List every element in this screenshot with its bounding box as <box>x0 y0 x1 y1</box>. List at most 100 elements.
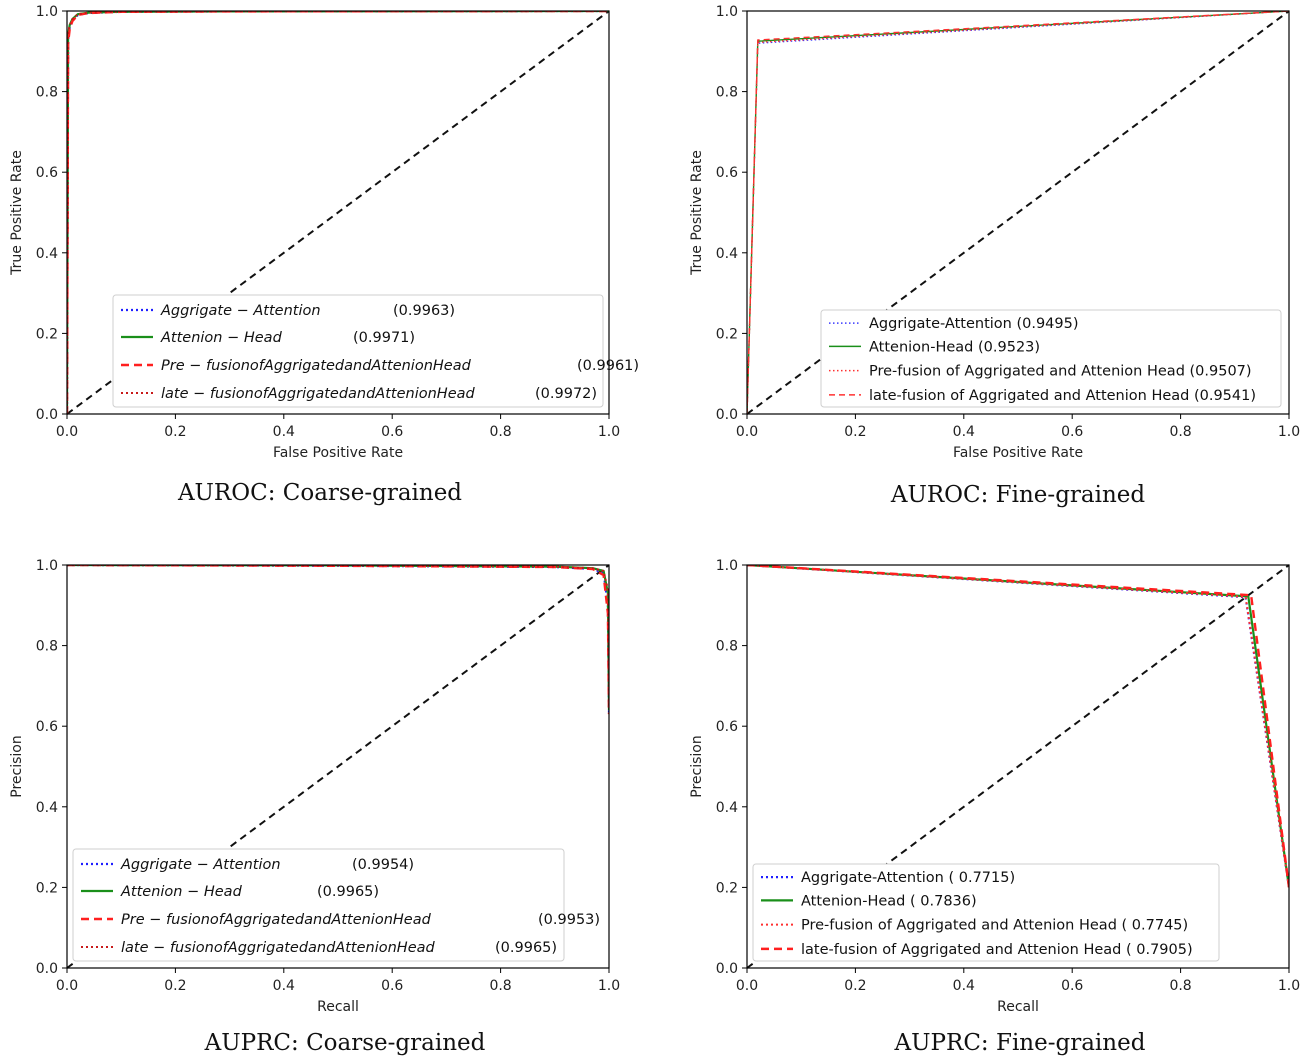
y-tick-label: 0.2 <box>716 326 738 342</box>
legend-label: late-fusion of Aggrigated and Attenion H… <box>801 942 1193 958</box>
chart-panel: 0.0 0.2 0.4 0.6 0.8 1.0 0.0 0.2 0.4 0.6 0.8 1.0 Fals… <box>9 4 639 506</box>
y-axis-label: Precision <box>9 735 25 797</box>
x-tick-label: 0.6 <box>381 978 403 994</box>
series-line-3 <box>67 565 609 715</box>
legend-label: late − fusionofAggrigatedandAttenionHead <box>161 386 476 402</box>
legend-label: Pre-fusion of Aggrigated and Attenion He… <box>869 364 1252 380</box>
legend-label: Attenion − Head <box>160 330 283 346</box>
y-tick-label: 0.0 <box>716 407 738 423</box>
axes-frame <box>746 10 1290 415</box>
chart-caption: AUPRC: Fine-grained <box>894 1030 1146 1056</box>
chart-panel: 0.0 0.2 0.4 0.6 0.8 1.0 0.0 0.2 0.4 0.6 0.8 1.0 Fals… <box>689 4 1300 508</box>
legend-box <box>820 309 1282 408</box>
x-tick-label: 0.8 <box>489 978 511 994</box>
legend-score: (0.9541) <box>1189 388 1256 404</box>
legend-score: (0.9963) <box>393 303 455 319</box>
legend: Aggrigate-Attention ( 0.7715) Attenion-He… <box>752 863 1220 962</box>
x-tick-label: 0.4 <box>953 424 975 440</box>
x-tick-label: 1.0 <box>1278 424 1300 440</box>
x-tick-label: 0.2 <box>844 424 866 440</box>
y-tick-label: 0.0 <box>716 961 738 977</box>
x-tick-label: 1.0 <box>598 424 620 440</box>
x-tick-label: 0.2 <box>164 424 186 440</box>
legend-score: (0.9965) <box>317 884 379 900</box>
chart-caption: AUROC: Fine-grained <box>890 482 1146 508</box>
x-tick-label: 0.6 <box>1061 424 1083 440</box>
x-axis-label: False Positive Rate <box>953 445 1083 461</box>
legend-score: (0.9971) <box>353 330 415 346</box>
legend-label: Aggrigate − Attention <box>160 303 321 319</box>
x-axis-label: Recall <box>997 999 1039 1015</box>
x-tick-label: 0.2 <box>164 978 186 994</box>
x-tick-label: 0.0 <box>736 424 758 440</box>
y-tick-label: 0.2 <box>36 880 58 896</box>
legend-score: ( 0.7745) <box>1117 918 1188 934</box>
legend-label: Attenion-Head (0.9523) <box>869 339 1040 355</box>
legend-score: (0.9953) <box>538 912 600 928</box>
legend-label: Aggrigate-Attention (0.9495) <box>869 316 1079 332</box>
x-tick-label: 0.8 <box>1169 978 1191 994</box>
chart-caption: AUPRC: Coarse-grained <box>204 1030 486 1056</box>
y-axis-label: True Positive Rate <box>689 150 705 276</box>
y-tick-label: 1.0 <box>36 558 58 574</box>
axes-frame <box>746 564 1290 969</box>
legend-label: Attenion-Head ( 0.7836) <box>801 893 977 909</box>
x-tick-label: 0.8 <box>489 424 511 440</box>
x-tick-label: 0.6 <box>1061 978 1083 994</box>
series-line-1 <box>747 565 1289 888</box>
legend-label: late − fusionofAggrigatedandAttenionHead <box>121 940 436 956</box>
y-axis-label: Precision <box>689 735 705 797</box>
y-tick-label: 0.6 <box>716 165 738 181</box>
legend-label: Aggrigate − Attention <box>120 857 281 873</box>
y-tick-label: 0.0 <box>36 407 58 423</box>
y-tick-label: 0.4 <box>716 800 738 816</box>
y-tick-label: 0.8 <box>36 85 58 101</box>
y-tick-label: 0.6 <box>36 165 58 181</box>
series-line-2 <box>747 565 1289 888</box>
legend-label: Aggrigate-Attention ( 0.7715) <box>801 870 1015 886</box>
y-tick-label: 0.4 <box>36 246 58 262</box>
series-line-1 <box>67 565 609 715</box>
y-tick-label: 0.6 <box>716 719 738 735</box>
legend-score: (0.9961) <box>577 358 639 374</box>
y-tick-label: 0.6 <box>36 719 58 735</box>
legend-label: Pre-fusion of Aggrigated and Attenion He… <box>801 918 1188 934</box>
legend: Aggrigate − Attention (0.9963) Attenion − … <box>112 294 639 408</box>
series-line-2 <box>67 565 609 711</box>
legend-score: (0.9495) <box>1012 316 1079 332</box>
legend-score: ( 0.7836) <box>905 893 976 909</box>
legend-score: (0.9507) <box>1185 364 1252 380</box>
y-tick-label: 1.0 <box>716 4 738 20</box>
x-axis-label: Recall <box>317 999 359 1015</box>
chart-caption: AUROC: Coarse-grained <box>177 480 462 506</box>
x-tick-label: 0.0 <box>736 978 758 994</box>
legend-score: ( 0.7905) <box>1121 942 1192 958</box>
x-tick-label: 0.6 <box>381 424 403 440</box>
series-line-4 <box>747 11 1289 414</box>
x-tick-label: 0.4 <box>273 978 295 994</box>
legend: Aggrigate-Attention (0.9495) Attenion-Hea… <box>820 309 1282 408</box>
chart-panel: 0.0 0.2 0.4 0.6 0.8 1.0 0.0 0.2 0.4 0.6 0.8 1.0 Reca… <box>9 558 620 1056</box>
series-line-4 <box>747 565 1289 888</box>
legend-score: ( 0.7715) <box>944 870 1015 886</box>
axes-frame <box>66 564 610 969</box>
legend-box <box>112 294 604 408</box>
y-tick-label: 0.0 <box>36 961 58 977</box>
axes-frame <box>66 10 610 415</box>
y-tick-label: 0.8 <box>716 639 738 655</box>
y-tick-label: 1.0 <box>36 4 58 20</box>
chart-panel: 0.0 0.2 0.4 0.6 0.8 1.0 0.0 0.2 0.4 0.6 0.8 1.0 Reca… <box>689 558 1300 1056</box>
y-tick-label: 0.8 <box>36 639 58 655</box>
y-tick-label: 1.0 <box>716 558 738 574</box>
x-tick-label: 1.0 <box>1278 978 1300 994</box>
legend-label: late-fusion of Aggrigated and Attenion H… <box>869 388 1256 404</box>
x-tick-label: 0.0 <box>56 424 78 440</box>
legend-score: (0.9523) <box>973 339 1040 355</box>
y-tick-label: 0.8 <box>716 85 738 101</box>
y-tick-label: 0.2 <box>716 880 738 896</box>
legend-label: Pre − fusionofAggrigatedandAttenionHead <box>161 358 472 374</box>
legend-score: (0.9972) <box>535 386 597 402</box>
legend-score: (0.9965) <box>495 940 557 956</box>
legend-label: Pre − fusionofAggrigatedandAttenionHead <box>121 912 432 928</box>
